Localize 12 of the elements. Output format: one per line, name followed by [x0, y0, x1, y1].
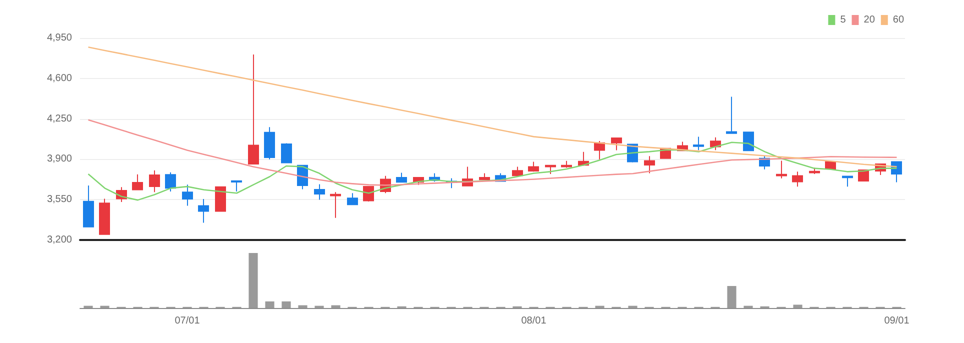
legend-label: 60: [892, 14, 904, 26]
y-tick-label: 3,200: [46, 234, 72, 246]
legend-label: 5: [840, 14, 846, 26]
y-tick-label: 4,250: [46, 113, 72, 124]
legend-label: 20: [864, 14, 876, 26]
y-tick-label: 3,900: [46, 154, 72, 165]
y-tick-label: 3,550: [46, 194, 72, 206]
y-tick-label: 4,600: [46, 72, 72, 84]
x-tick-label: 09/01: [884, 316, 910, 326]
x-tick-label: 08/01: [521, 316, 547, 326]
x-tick-label: 07/01: [174, 316, 200, 326]
y-tick-label: 4,950: [46, 32, 72, 44]
